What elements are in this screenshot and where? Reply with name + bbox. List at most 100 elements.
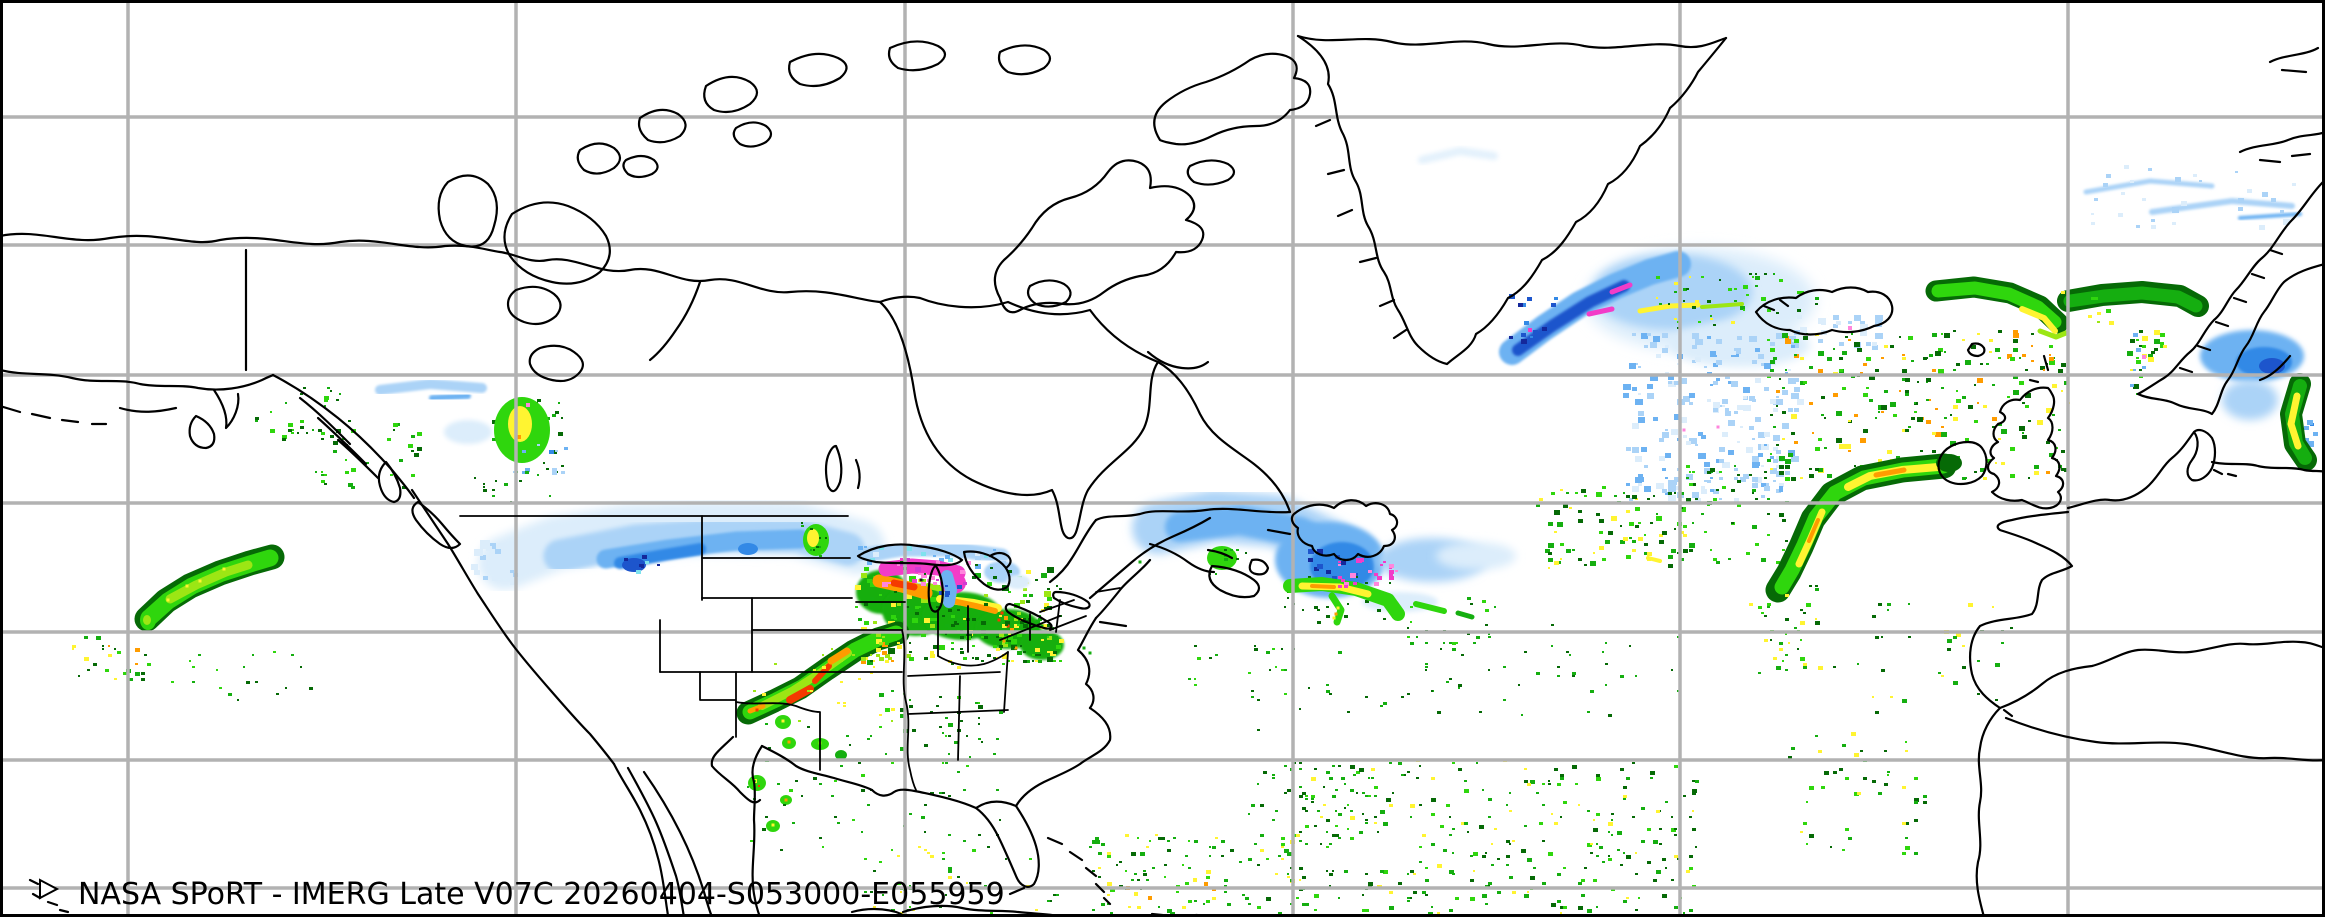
precip-tx-cell1-core xyxy=(781,719,785,723)
precip-tx-cell2-core xyxy=(787,740,791,744)
precip-greenland-green-specks xyxy=(1656,273,1819,329)
precip-tropics-a xyxy=(1089,834,1303,917)
precip-skagerrak-dark xyxy=(2259,358,2285,374)
coast-hudson-bay xyxy=(878,295,1160,540)
coast-gulf-california xyxy=(626,766,686,917)
precip-bc-blue-streak1 xyxy=(375,379,487,395)
precip-pacific-s-specks xyxy=(171,651,313,701)
precip-nfld-streak2 xyxy=(1413,601,1447,614)
precip-midatl-pink-dots xyxy=(1682,425,1720,432)
coast-hispaniola xyxy=(1150,912,1214,917)
precip-plains-orange1 xyxy=(827,647,851,665)
precip-panhandle-greens2 xyxy=(312,420,422,489)
precip-comma-curl xyxy=(2037,328,2069,340)
precip-tx-cell7-core xyxy=(771,823,775,827)
coast-german-baltic xyxy=(2210,460,2325,478)
coast-florida xyxy=(974,800,1040,888)
us-state-borders xyxy=(459,515,1121,791)
coast-texas-gulf xyxy=(751,744,764,917)
coast-bahamas xyxy=(1008,836,1112,906)
precip-nfld-arc-orange xyxy=(1310,584,1336,589)
coast-us-west xyxy=(410,488,616,766)
coast-iceland xyxy=(1754,286,1894,336)
coast-cape-breton xyxy=(1248,558,1270,576)
precip-plains-yellow-edge xyxy=(753,648,895,722)
coast-norway xyxy=(2136,178,2325,416)
precip-plains-red1 xyxy=(786,685,814,704)
coast-lake-superior xyxy=(856,543,964,567)
precip-nfld-scatter xyxy=(1407,597,1496,645)
coast-banks-island xyxy=(437,174,499,248)
precip-prairie-green-rim xyxy=(801,522,827,557)
coast-baja-outer xyxy=(612,762,670,917)
precip-iberia-specks xyxy=(1788,732,1927,855)
coast-great-slave-lake xyxy=(528,344,584,383)
precip-front-tail-specks xyxy=(1749,585,1823,674)
precip-plains-head-specks xyxy=(861,630,902,664)
coast-victoria-island xyxy=(503,201,611,285)
precip-nfld-arc-tail xyxy=(1328,592,1345,626)
timestamp-label: NASA SPoRT - IMERG Late V07C 20260404-S0… xyxy=(78,877,1005,912)
coast-haida-gwaii xyxy=(377,460,402,504)
precip-front-orange2 xyxy=(1807,518,1820,543)
precip-bc-south-specks xyxy=(474,462,551,503)
precip-pacific-sw-specks xyxy=(72,636,151,681)
coast-newfoundland xyxy=(1290,499,1399,562)
coast-norway-fjords xyxy=(2178,248,2284,374)
precip-bc-pink-dot xyxy=(526,403,530,407)
coast-anticosti xyxy=(1266,528,1292,536)
precip-gl-black-dot xyxy=(919,578,923,582)
coast-alaska-south xyxy=(0,368,275,391)
coast-arctic xyxy=(0,232,882,304)
coast-qei-5 xyxy=(887,40,947,72)
coast-yucatan xyxy=(850,907,907,917)
precip-gl-orange-dots xyxy=(1004,616,1014,632)
precip-skagerrak-tail xyxy=(2222,380,2278,420)
coast-bc-panhandle xyxy=(271,373,416,500)
precip-maritime-dots xyxy=(1188,645,1287,695)
coast-sweden xyxy=(2258,354,2292,382)
precip-iceland-pink-dot xyxy=(1848,326,1852,330)
precip-plains-red2 xyxy=(812,663,832,684)
precip-tx-scatter xyxy=(747,723,865,851)
precip-greenland-coastal-dark xyxy=(1512,280,1630,356)
coast-greenland-north xyxy=(1296,34,1728,49)
precip-panhandle-greens1 xyxy=(255,387,341,441)
precip-nfld-fan2 xyxy=(1436,542,1516,570)
coastline-layer xyxy=(0,34,2325,917)
precip-prairie-dark-spot2 xyxy=(738,543,758,555)
river-mackenzie xyxy=(648,280,702,362)
coast-lake-ontario xyxy=(1052,590,1091,610)
precipitation-layer xyxy=(72,147,2318,917)
precip-nfld-tail-orange xyxy=(1334,612,1338,616)
coast-ungava xyxy=(1146,350,1210,370)
precip-neatl-yellow-dash xyxy=(1646,556,1662,563)
precip-greenland-yg-streak xyxy=(1700,302,1744,309)
precip-tropics-a-yellow xyxy=(1134,878,1197,896)
coast-denmark xyxy=(2186,428,2217,482)
coast-gulf-north xyxy=(760,744,978,810)
coast-kodiak xyxy=(188,414,216,450)
coast-qei-2 xyxy=(637,108,687,144)
cursor-triangle-icon xyxy=(39,878,60,900)
coast-france-iberia xyxy=(1969,510,2074,917)
coast-britain xyxy=(1986,386,2065,510)
coast-greenland-fjords xyxy=(1314,118,1408,340)
coast-lake-winnipeg xyxy=(824,444,861,493)
precip-nfld-streak3 xyxy=(1455,610,1475,620)
coast-midatlantic xyxy=(1076,616,1098,710)
river-rio-grande xyxy=(710,735,762,804)
coast-faroes xyxy=(1966,342,1986,358)
coast-new-brunswick xyxy=(1148,542,1216,574)
precip-tx-cell6-core xyxy=(784,798,788,802)
precip-arctic-wisp1 xyxy=(2083,178,2215,195)
precip-ne-us-dots xyxy=(1035,560,1142,655)
coast-africa-north xyxy=(2004,716,2325,762)
precip-arctic-wisp-specks xyxy=(2091,165,2296,230)
precip-gulfcoast-specks xyxy=(867,789,1001,842)
coast-mexico-west xyxy=(642,770,714,917)
precip-gl-east-light2 xyxy=(1006,575,1030,589)
coast-qei-1 xyxy=(576,142,622,175)
